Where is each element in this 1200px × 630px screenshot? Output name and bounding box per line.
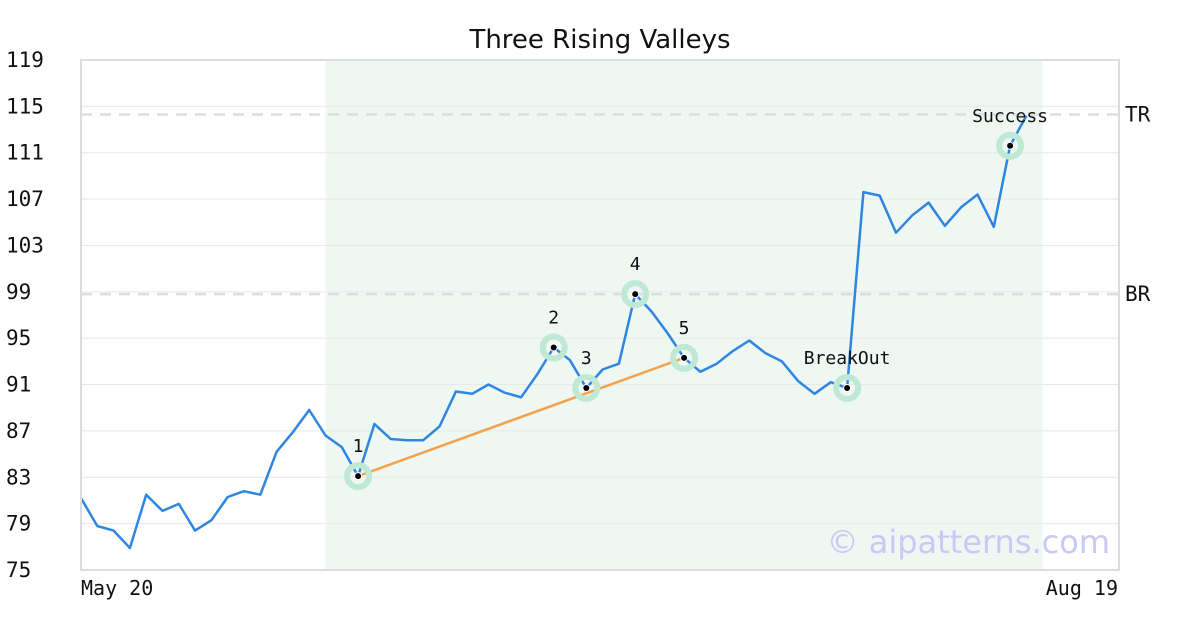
chart-title: Three Rising Valleys <box>468 25 730 55</box>
annotation-label: 1 <box>353 436 364 457</box>
y-tick-label: 119 <box>6 48 44 72</box>
x-tick-label-start: May 20 <box>81 576 153 600</box>
annotation-label: BreakOut <box>804 348 891 369</box>
marker-halo <box>539 333 568 362</box>
plot-area: 75 79 83 87 91 95 99 103 107 111 115 119 TR BR © aipat… <box>6 48 1151 582</box>
annotation-label: 4 <box>630 254 641 275</box>
watermark-text: © aipatterns.com <box>827 523 1110 561</box>
marker-dot <box>681 354 688 361</box>
marker-dot <box>632 291 639 298</box>
pattern-region <box>325 60 1043 570</box>
plot-frame <box>80 59 1120 571</box>
y-tick-label: 107 <box>6 187 44 211</box>
y-tick-label: 75 <box>6 558 31 582</box>
marker-halo <box>344 462 373 491</box>
level-label: BR <box>1125 282 1151 306</box>
y-tick-label: 95 <box>6 326 31 350</box>
y-tick-label: 103 <box>6 233 44 257</box>
y-tick-label: 91 <box>6 373 31 397</box>
marker-dot <box>1007 142 1014 149</box>
marker-halo <box>621 280 650 309</box>
marker-dot <box>550 344 557 351</box>
marker-halo <box>670 343 699 372</box>
x-tick-label-end: Aug 19 <box>1046 576 1118 600</box>
marker-dot <box>844 385 851 392</box>
marker-dot <box>583 385 590 392</box>
annotation-label: 3 <box>581 348 592 369</box>
annotation-label: 5 <box>679 318 690 339</box>
y-tick-label: 99 <box>6 280 31 304</box>
marker-halo <box>833 374 862 403</box>
marker-halo <box>996 131 1025 160</box>
annotation-label: 2 <box>548 307 559 328</box>
y-tick-label: 87 <box>6 419 31 443</box>
level-label: TR <box>1125 102 1151 126</box>
y-tick-label: 79 <box>6 512 31 536</box>
marker-halo <box>572 374 601 403</box>
annotation-label: Success <box>972 106 1048 127</box>
y-tick-label: 115 <box>6 94 44 118</box>
marker-dot <box>355 473 362 480</box>
y-tick-label: 111 <box>6 141 44 165</box>
trendline <box>357 356 685 478</box>
y-tick-label: 83 <box>6 465 31 489</box>
